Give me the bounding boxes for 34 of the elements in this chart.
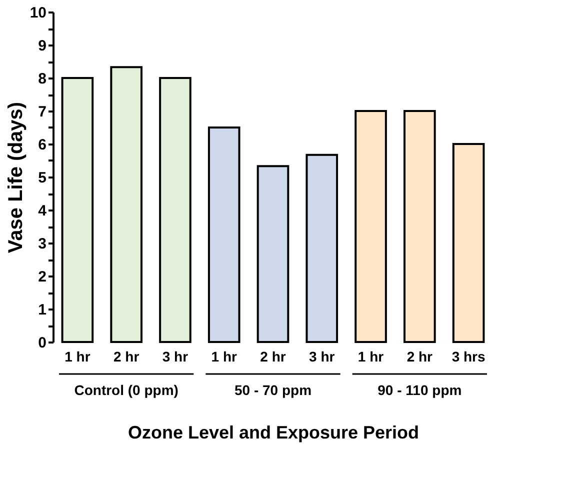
y-tick-label: 9 <box>38 38 46 54</box>
text: 90 - 110 ppm <box>378 382 462 398</box>
bar <box>256 165 290 343</box>
x-tick-label: 3 hr <box>162 348 189 364</box>
bar <box>404 110 436 343</box>
x-tick-label: 2 hr <box>113 348 140 364</box>
text: Control (0 ppm) <box>74 382 178 398</box>
x-tick-label: 2 hr <box>260 348 286 364</box>
y-tick-label: 5 <box>38 170 46 186</box>
y-tick-label: 1 <box>38 302 46 318</box>
x-tick-label: 1 hr <box>64 348 91 364</box>
bar <box>110 66 142 343</box>
bar <box>306 154 338 343</box>
bar <box>354 110 387 343</box>
y-tick-label: 3 <box>38 236 46 252</box>
y-axis-title: Vase Life (days) <box>4 102 27 254</box>
x-tick-label: 3 hr <box>309 348 336 364</box>
bar <box>208 126 240 343</box>
y-tick-label: 8 <box>38 70 46 88</box>
y-tick-label: 7 <box>38 104 46 120</box>
text: 50 - 70 ppm <box>234 382 312 398</box>
bar <box>61 77 94 343</box>
bar <box>159 77 192 343</box>
x-tick-label: 2 hr <box>406 348 434 364</box>
x-tick-label: 3 hrs <box>452 348 486 364</box>
x-tick-label: 1 hr <box>211 348 238 364</box>
y-tick-label: 4 <box>38 202 48 220</box>
y-tick-label: 2 <box>38 268 46 286</box>
x-axis-title: Ozone Level and Exposure Period <box>128 422 420 442</box>
y-tick-label: 10 <box>30 4 46 22</box>
y-tick-label: 0 <box>38 334 46 352</box>
y-tick-label: 6 <box>38 136 46 154</box>
bar <box>452 143 485 343</box>
x-tick-label: 1 hr <box>358 348 384 364</box>
